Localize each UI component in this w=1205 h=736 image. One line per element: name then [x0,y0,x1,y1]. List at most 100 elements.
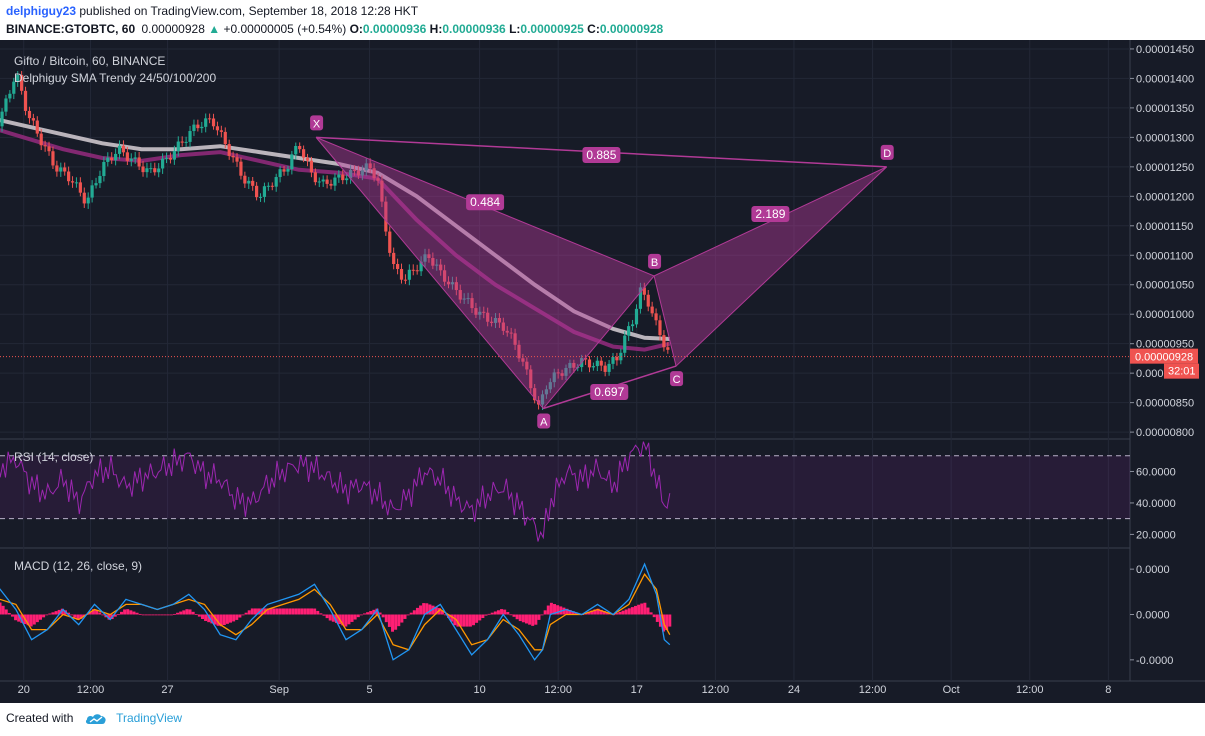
candle-body [337,174,341,178]
macd-histogram-bar [406,614,410,616]
macd-histogram-bar [500,609,504,615]
macd-histogram-bar [450,614,454,622]
macd-histogram-bar [4,609,8,615]
candle-body [454,282,458,291]
macd-histogram-bar [38,614,42,620]
macd-histogram-bar [10,614,14,617]
macd-histogram-bar [95,610,99,615]
published-text: published on TradingView.com, September … [79,4,419,18]
candle-body [650,306,654,314]
candle-body [348,169,353,179]
sma100-line [0,128,671,352]
y-tick-label: 0.00000850 [1136,398,1194,410]
macd-histogram-bar [375,608,379,615]
candle-body [407,269,411,280]
pattern-point-label: X [313,118,321,130]
macd-histogram-bar [369,611,373,615]
candle-body [372,168,376,179]
candle-body [106,157,110,162]
macd-histogram-bar [297,608,301,615]
macd-histogram-bar [384,614,388,623]
macd-histogram-bar [204,614,208,621]
publish-line: delphiguy23 published on TradingView.com… [6,4,418,18]
macd-histogram-bar [353,614,357,620]
candle-body [12,81,16,94]
macd-histogram-bar [465,614,469,627]
macd-histogram-bar [643,602,647,615]
macd-histogram-bar [618,611,622,615]
candle-body [23,90,28,111]
candle-body [117,145,122,154]
candle-body [638,287,643,309]
pattern-ratio-badge [751,206,790,222]
macd-histogram-bar [98,612,102,615]
macd-histogram-bar [179,611,183,615]
candle-body [168,157,173,160]
candle-body [137,157,141,167]
candle-body [294,145,298,155]
candle-body [290,154,294,170]
candle-body [552,372,556,383]
candle-body [611,356,615,364]
macd-histogram-bar [144,614,148,616]
x-tick-label: Oct [943,684,960,696]
rsi-tick-label: 20.0000 [1136,529,1176,541]
candle-body [478,311,482,315]
macd-histogram-bar [163,614,167,616]
macd-histogram-bar [509,614,513,616]
author-link[interactable]: delphiguy23 [6,4,77,18]
macd-histogram-bar [565,608,569,615]
macd-histogram-bar [453,614,457,626]
macd-histogram-bar [166,614,170,616]
macd-histogram-bar [366,612,370,615]
candle-body [67,171,71,182]
candle-body [16,74,20,82]
macd-signal-line [0,573,671,651]
candle-body [161,158,165,169]
macd-histogram-bar [222,614,226,626]
macd-histogram-bar [646,607,650,615]
macd-histogram-bar [291,608,295,615]
tradingview-link[interactable]: TradingView [116,711,183,725]
y-tick-label: 0.00001300 [1136,132,1194,144]
change-value: +0.00000005 (+0.54%) [223,22,347,36]
candle-body [4,98,8,112]
candle-body [188,131,192,142]
candle-body [513,333,517,345]
macd-histogram-bar [182,610,186,615]
macd-histogram-bar [381,614,385,618]
candle-body [247,180,251,184]
pattern-point-label: B [651,257,658,269]
macd-histogram-bar [275,608,279,615]
macd-histogram-bar [247,610,251,615]
chart-area[interactable]: 20 12:00 27 Sep 5 10 12:00 17 12:00 24 12:00 Oct 12:… [0,40,1205,703]
candle-body [517,344,521,359]
macd-histogram-bar [316,610,320,615]
candle-body [403,279,408,281]
y-tick-label: 0.00001000 [1136,309,1194,321]
macd-histogram-bar [272,608,276,615]
macd-histogram-bar [57,609,61,615]
candle-body [482,311,486,313]
candle-body [439,264,443,271]
macd-histogram-bar [665,614,669,631]
created-with-text: Created with [6,711,74,725]
macd-histogram-bar [194,614,198,616]
macd-histogram-bar [649,612,653,615]
macd-histogram-bar [191,611,195,615]
macd-histogram-bar [285,608,289,615]
macd-histogram-bar [356,614,360,618]
chart-svg[interactable]: 20 12:00 27 Sep 5 10 12:00 17 12:00 24 12:00 Oct 12:… [0,40,1205,703]
macd-histogram-bar [387,614,391,627]
candle-body [583,358,588,360]
candle-body [658,320,662,336]
macd-histogram-bar [528,614,532,625]
candle-body [450,282,455,285]
pattern-ratio-label: 0.697 [594,385,624,399]
pattern-ratio-badge [590,384,629,401]
macd-histogram-bar [151,614,155,616]
candle-body [255,185,259,198]
rsi-tick-label: 40.0000 [1136,498,1176,510]
macd-histogram-bar [546,605,550,615]
macd-histogram-bar [123,609,127,615]
